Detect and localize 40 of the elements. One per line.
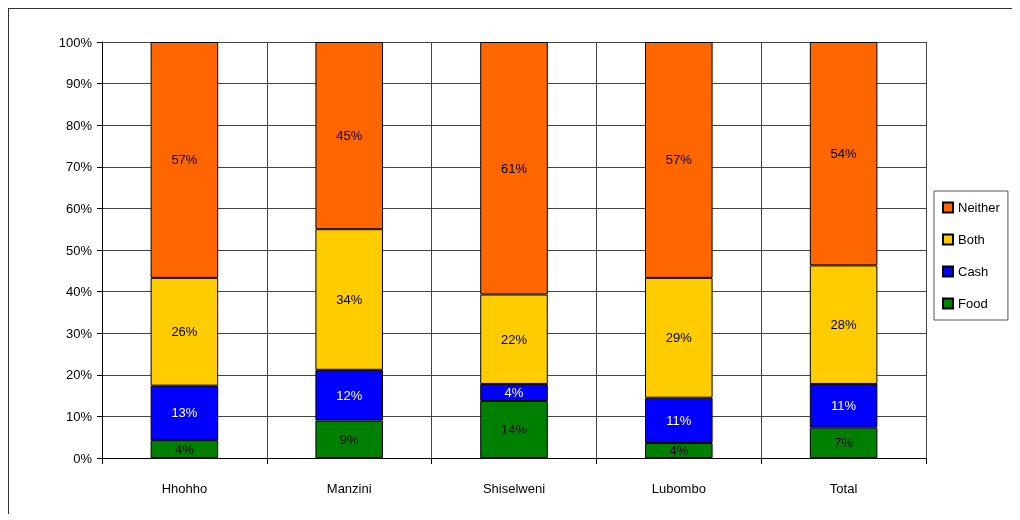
data-label: 22% <box>500 331 528 347</box>
legend-label: Both <box>958 232 985 247</box>
data-label: 57% <box>171 152 198 168</box>
legend-label: Neither <box>958 200 1001 215</box>
y-tick-label: 90% <box>65 76 93 92</box>
legend-label: Food <box>958 296 988 311</box>
y-tick-label: 60% <box>65 200 93 216</box>
data-label: 4% <box>669 443 689 459</box>
legend-label: Cash <box>958 264 989 279</box>
y-tick-label: 20% <box>65 367 93 383</box>
data-label: 9% <box>339 431 360 447</box>
x-tick-label: Manzini <box>326 481 372 496</box>
x-tick-label: Lubombo <box>651 481 706 496</box>
data-label: 14% <box>500 422 528 437</box>
data-label: 26% <box>171 324 198 340</box>
data-label: 29% <box>665 330 693 346</box>
data-label: 28% <box>830 317 858 333</box>
data-label: 11% <box>666 412 692 428</box>
x-tick-label: Total <box>829 481 858 496</box>
x-tick-label: Shiselweni <box>482 481 546 496</box>
y-tick-label: 10% <box>65 408 93 424</box>
data-label: 4% <box>504 384 524 400</box>
y-tick-label: 50% <box>65 242 93 258</box>
y-tick-label: 100% <box>58 34 93 50</box>
data-label: 12% <box>336 387 363 403</box>
data-label: 54% <box>830 146 858 162</box>
data-label: 57% <box>665 152 693 168</box>
y-tick-label: 70% <box>65 159 93 175</box>
y-tick-label: 0% <box>73 450 93 466</box>
data-label: 7% <box>834 435 854 451</box>
y-tick-label: 80% <box>65 117 93 133</box>
x-tick-label: Hhohho <box>161 481 208 496</box>
data-label: 45% <box>336 128 363 144</box>
data-label: 13% <box>171 405 198 421</box>
data-label: 34% <box>336 292 363 307</box>
data-label: 4% <box>175 441 195 457</box>
y-tick-label: 40% <box>65 284 93 300</box>
data-label: 61% <box>500 160 528 176</box>
data-label: 11% <box>831 398 857 414</box>
y-tick-label: 30% <box>65 325 93 341</box>
